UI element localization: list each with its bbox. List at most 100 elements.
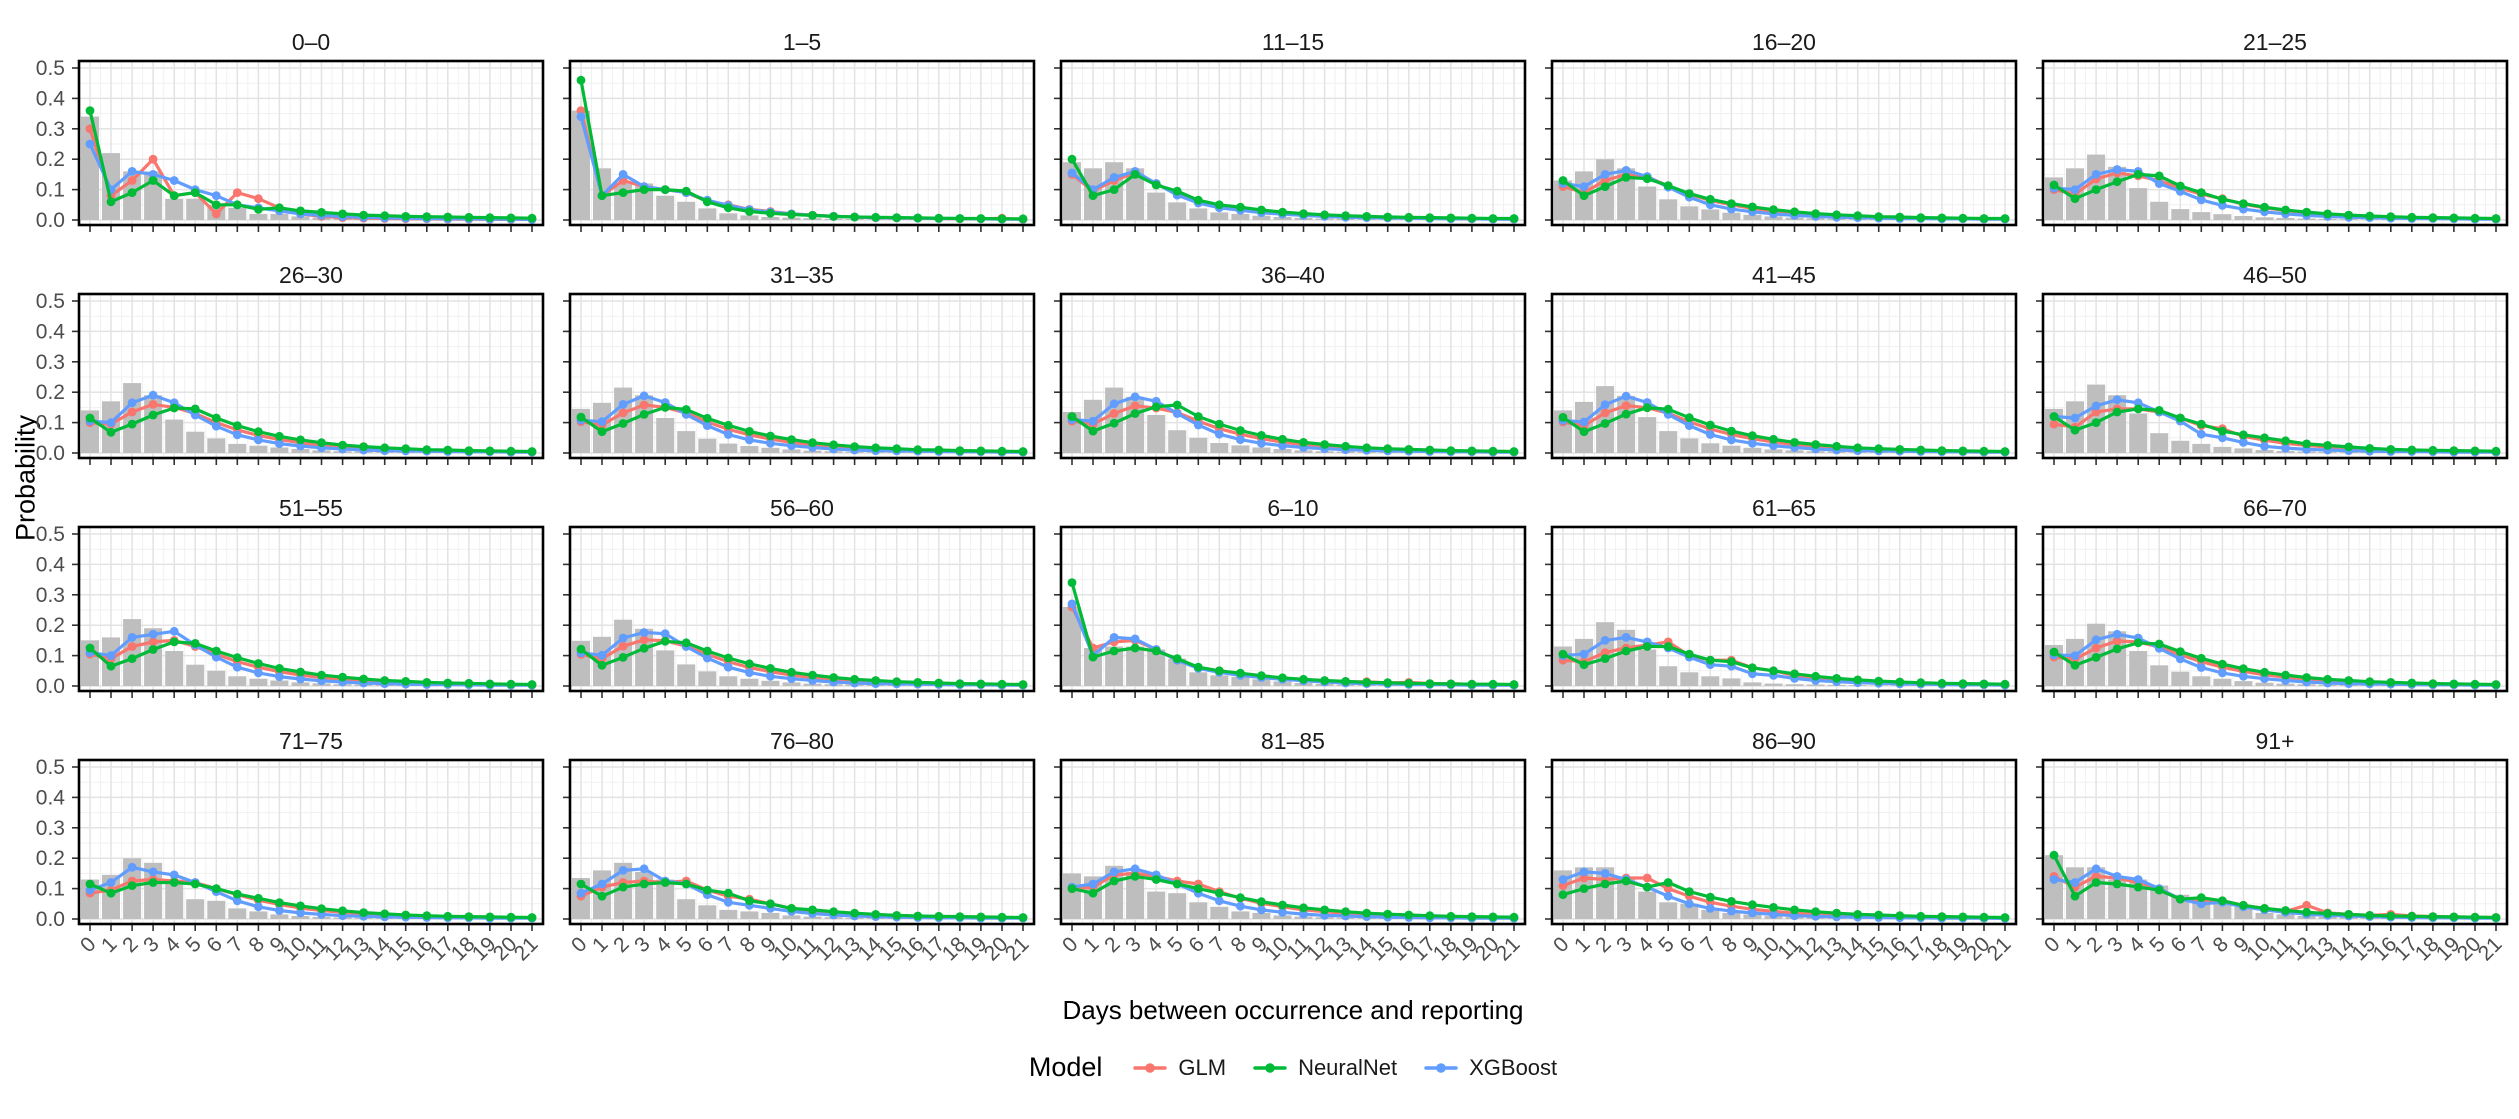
facet-panel [2036,525,2509,698]
series-line-NeuralNet [576,878,1028,922]
axis-ticks [1054,766,1515,931]
x-tick-label: 0 [76,933,101,958]
x-tick-label: 4 [160,932,185,957]
histogram-bars [572,387,1011,453]
facet: 71–75 0.0 0.1 0.2 0.3 0.4 0.5 0 1 2 3 4 5 6 7 8 9 10 11 12 1… [36,729,545,965]
x-tick-label: 4 [2124,932,2149,957]
facet-title: 66–70 [2243,495,2307,521]
facet-title: 31–35 [770,262,834,288]
legend-entry-label: XGBoost [1469,1054,1558,1080]
y-tick-label: 0.4 [36,87,66,110]
facet-panel [2036,59,2509,232]
series-line-NeuralNet [1558,876,2010,922]
facet-panel [1054,59,1527,232]
facet-title: 6–10 [1267,495,1319,521]
series-line-NeuralNet [1558,403,2010,456]
facet-title: 16–20 [1752,29,1816,55]
facet: 1–5 [563,29,1036,232]
facet-panel [1545,292,2018,465]
y-tick-labels: 0.0 0.1 0.2 0.3 0.4 0.5 [36,756,66,931]
y-tick-label: 0.2 [36,148,65,171]
axis-ticks [1054,533,1515,698]
facet: 56–60 [563,496,1036,698]
axis-ticks [72,67,533,232]
series-line-NeuralNet [576,636,1028,689]
x-tick-label: 3 [1612,933,1637,958]
y-tick-label: 0.3 [36,351,65,374]
panel-border [1059,525,1527,693]
panel-border [1550,525,2018,693]
facet: 61–65 [1545,496,2018,698]
axis-ticks [72,533,533,698]
y-tick-label: 0.1 [36,179,65,202]
legend-entry-label: NeuralNet [1298,1054,1398,1080]
histogram-bars [1554,622,1972,686]
y-tick-label: 0.0 [36,908,65,931]
x-tick-label: 7 [1205,933,1230,958]
y-tick-label: 0.4 [36,320,66,343]
series-line-NeuralNet [85,637,537,689]
y-tick-label: 0.5 [36,523,65,546]
facet: 16–20 [1545,29,2018,232]
y-tick-label: 0.1 [36,412,65,435]
x-tick-label: 1 [1079,933,1104,958]
y-tick-labels: 0.0 0.1 0.2 0.3 0.4 0.5 [36,57,66,232]
facet-panel [1054,525,1527,698]
x-tick-label: 8 [1226,933,1251,958]
facet-panel [1545,525,2018,698]
facet: 91+ 0 1 2 3 4 5 6 7 8 9 10 11 12 13 14 15 16 17 18 19 20 21 [2036,729,2509,965]
panel-border [77,59,545,227]
panel-border [77,525,545,693]
legend: Model GLM NeuralNet XGBoost [78,1052,2508,1083]
facet-panel: 0.00.10.20.30.40.50123456789101112131415… [36,756,545,965]
facet: 76–80 0 1 2 3 4 5 6 7 8 9 10 11 12 13 14 15 16 17 18 19 20 21 [563,729,1036,965]
panel-border [1059,59,1527,227]
x-tick-label: 5 [1654,933,1679,958]
histogram-bars [2045,623,2463,686]
y-tick-label: 0.1 [36,645,65,668]
grid-lines [1061,527,1525,691]
panel-border [77,292,545,460]
x-tick-label: 7 [2187,933,2212,958]
facet-title: 0–0 [291,29,331,55]
y-tick-label: 0.4 [36,786,66,809]
series-line-NeuralNet [2049,638,2501,689]
y-tick-label: 0.0 [36,209,65,232]
facet-panel [1545,59,2018,232]
x-tick-label: 6 [1184,933,1209,958]
panel-border [1059,292,1527,460]
histogram-bars [1063,607,1502,686]
facet-panel [563,525,1036,698]
legend-entry-xgboost: XGBoost [1423,1055,1557,1081]
facet: 6–10 [1054,495,1527,698]
axis-ticks [563,766,1024,931]
series-line-NeuralNet [85,878,537,922]
x-tick-label: 21 [1492,933,1525,966]
axis-ticks [1545,67,2006,232]
facet-title: 11–15 [1261,29,1325,55]
x-tick-label: 5 [1163,933,1188,958]
grid-lines [2043,760,2507,924]
x-tick-label: 5 [672,933,697,958]
x-axis-title: Days between occurrence and reporting [1062,995,1524,1025]
series-line-NeuralNet [85,403,537,456]
histogram-bars [1063,865,1481,919]
panel-border [1550,758,2018,926]
x-tick-label: 6 [1675,933,1700,958]
y-tick-label: 0.2 [36,381,65,404]
facet: 36–40 [1054,262,1527,465]
axis-ticks [1545,766,2006,931]
x-tick-label: 2 [2082,933,2107,958]
facet-title: 46–50 [2243,262,2307,288]
axis-ticks [1545,300,2006,465]
facet-title: 1–5 [782,29,822,55]
facet-title: 36–40 [1261,262,1325,288]
x-tick-label: 4 [1633,932,1658,957]
legend-key-icon [1133,1062,1168,1073]
facet-panel [1054,292,1527,465]
panel-border [2041,525,2509,693]
